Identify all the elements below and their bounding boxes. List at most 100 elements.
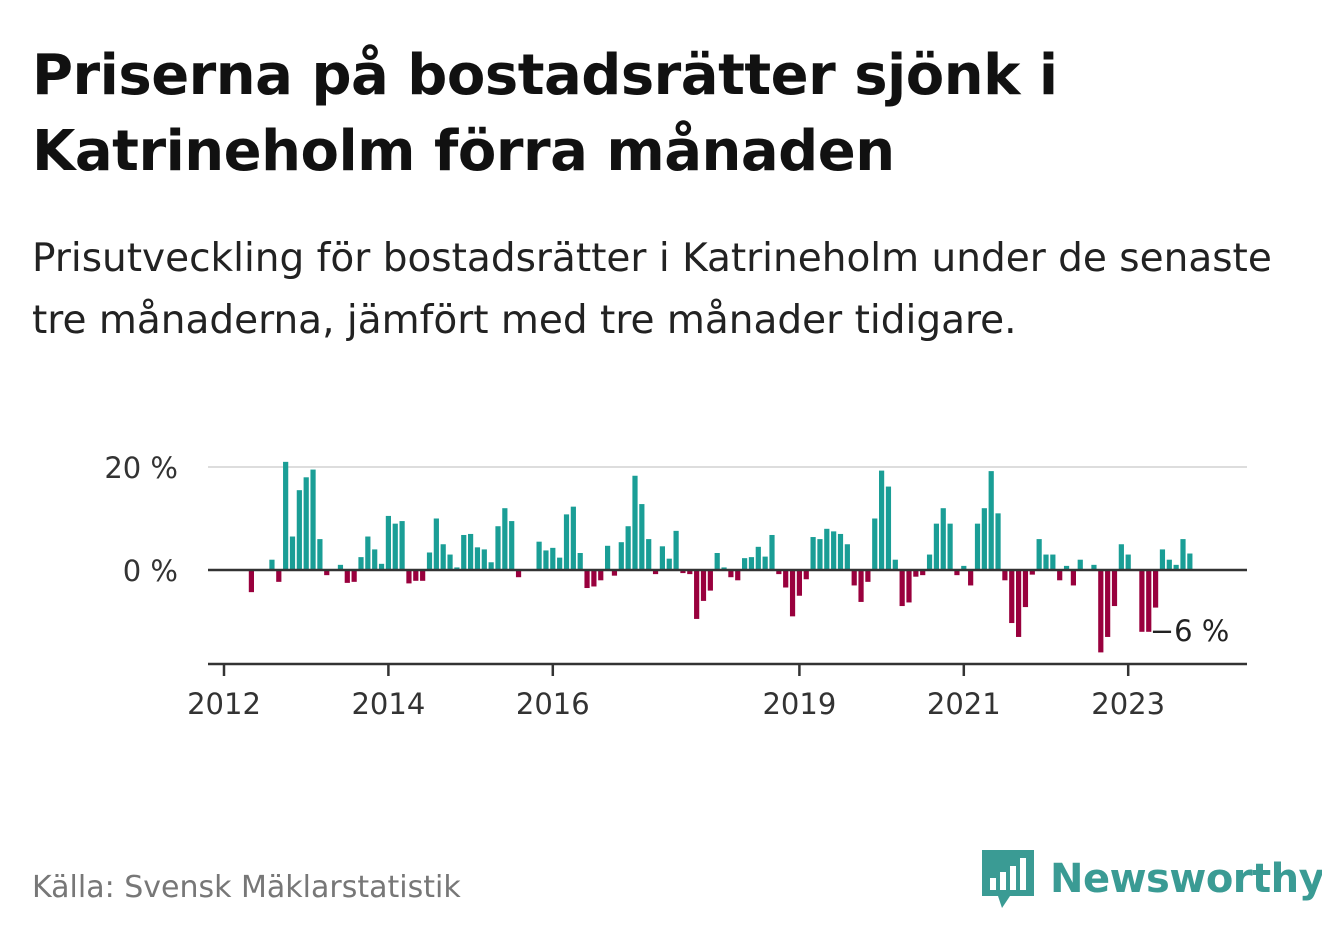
bar [440, 544, 446, 570]
bar [378, 563, 385, 570]
bar [598, 570, 604, 581]
bar [1070, 570, 1076, 586]
bar [694, 570, 700, 619]
bar [461, 534, 467, 570]
page-title: Priserna på bostadsrätter sjönk i Katrin… [32, 43, 1058, 184]
bar [502, 508, 508, 570]
bar [755, 546, 761, 570]
bar [892, 559, 898, 570]
bar [591, 570, 597, 587]
bar [1166, 559, 1172, 570]
bar [495, 526, 501, 570]
bar [1139, 570, 1145, 632]
bar [454, 567, 460, 570]
x-tick-label: 2019 [762, 687, 836, 721]
bar [680, 570, 686, 574]
bar [1125, 554, 1131, 570]
bar [1146, 570, 1152, 632]
bar [611, 570, 618, 576]
bar [399, 521, 405, 570]
bar [605, 545, 611, 570]
bar [700, 570, 707, 601]
bar [276, 570, 282, 582]
bar [351, 570, 357, 582]
bar [954, 570, 960, 576]
bar [584, 570, 590, 589]
bar [269, 559, 275, 570]
bar [303, 477, 309, 570]
bar [933, 523, 939, 570]
price-change-bar-chart: 0 % 20 % 2012 2014 2016 2019 2021 2023 −6 % [104, 451, 1247, 721]
bar [721, 567, 727, 570]
bar [372, 549, 378, 570]
x-tick-label: 2014 [351, 687, 425, 721]
bar [666, 558, 672, 570]
bar [879, 470, 885, 570]
bar [831, 531, 837, 570]
bar [550, 547, 556, 570]
x-tick-label: 2023 [1091, 687, 1165, 721]
bar [769, 534, 775, 570]
bar [1036, 539, 1042, 570]
bar [858, 570, 864, 602]
bar [317, 539, 323, 570]
bar [940, 508, 946, 570]
bar [1159, 549, 1166, 570]
bar [536, 541, 542, 570]
bar [1111, 570, 1118, 607]
bar [344, 570, 350, 583]
bar [961, 565, 967, 570]
y-tick-label: 0 % [123, 554, 178, 588]
bar [557, 557, 563, 570]
bar [899, 570, 905, 607]
bar [1043, 554, 1049, 570]
bar [433, 518, 439, 570]
bar [365, 536, 371, 570]
bar [324, 570, 330, 576]
bar [1187, 553, 1193, 570]
bar [358, 557, 364, 570]
bar [1180, 539, 1186, 570]
bar [248, 570, 254, 593]
bar [1063, 565, 1070, 570]
bar [673, 530, 679, 570]
bar [1077, 559, 1083, 570]
bar [659, 546, 665, 570]
bar [1091, 564, 1097, 570]
bar [1050, 554, 1056, 570]
bar [1009, 570, 1015, 624]
bar [406, 570, 412, 584]
bar [420, 570, 426, 581]
bar [803, 570, 809, 580]
bar [872, 518, 878, 570]
bar [289, 536, 296, 570]
y-tick-label: 20 % [104, 451, 178, 485]
bar [474, 547, 481, 570]
bar [1153, 570, 1159, 608]
bar [310, 469, 316, 570]
bar [1016, 570, 1022, 637]
bar [1105, 570, 1111, 637]
bar [632, 475, 638, 570]
bar [687, 570, 693, 575]
bar [796, 570, 802, 596]
bar [789, 570, 796, 617]
bar [1022, 570, 1029, 608]
bar [1057, 570, 1063, 581]
bar [639, 504, 645, 570]
bar [618, 542, 624, 570]
bar [337, 564, 344, 570]
bar [783, 570, 789, 588]
newsworthy-logo: Newsworthy [980, 848, 1322, 910]
bar [926, 554, 933, 570]
bar [563, 514, 570, 570]
bar [707, 570, 713, 591]
bar [817, 539, 823, 570]
bar [1002, 570, 1008, 581]
bar [577, 553, 583, 570]
bar [974, 523, 981, 570]
bar [413, 570, 419, 581]
bar [885, 486, 892, 570]
bar [392, 523, 398, 570]
x-tick-label: 2012 [187, 687, 261, 721]
